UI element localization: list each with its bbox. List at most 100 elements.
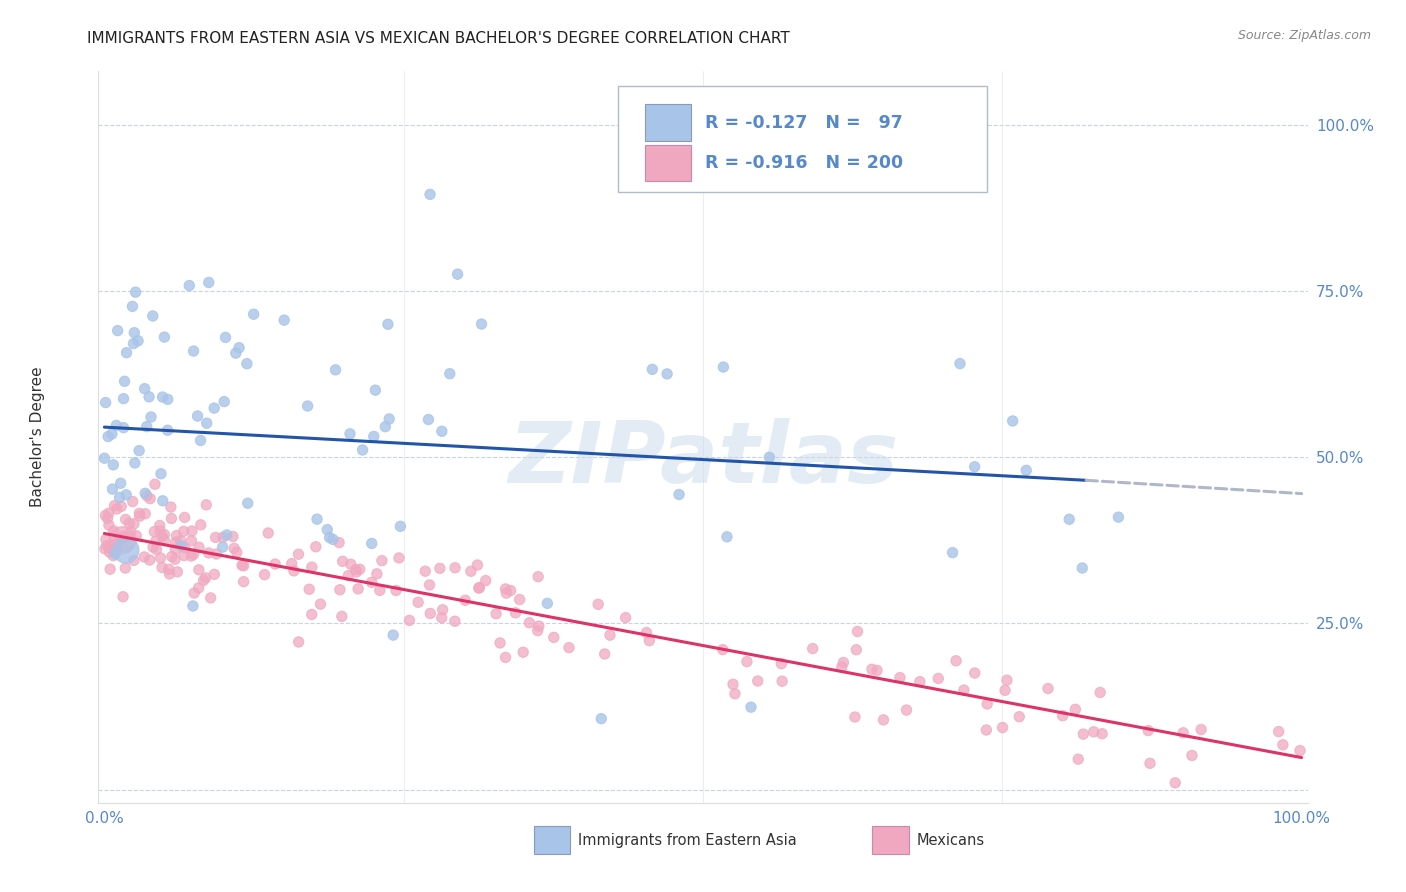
Point — [976, 697, 998, 711]
Point — [301, 607, 323, 622]
Point — [963, 459, 986, 474]
Point — [108, 491, 131, 505]
Point — [991, 721, 1014, 735]
Point — [318, 531, 340, 545]
Point — [347, 582, 370, 596]
Point — [1107, 510, 1129, 524]
FancyBboxPatch shape — [645, 145, 690, 181]
Point — [1181, 748, 1204, 763]
Point — [94, 508, 117, 523]
Point — [111, 532, 134, 546]
Point — [110, 476, 132, 491]
Point — [429, 561, 451, 575]
Point — [181, 599, 204, 613]
Point — [995, 673, 1018, 688]
Point — [112, 420, 135, 434]
Point — [446, 267, 468, 281]
Point — [94, 541, 117, 556]
Point — [378, 412, 401, 426]
Point — [444, 561, 467, 575]
Point — [173, 510, 195, 524]
Point — [180, 524, 202, 538]
Point — [124, 456, 146, 470]
Point — [143, 477, 166, 491]
Point — [945, 654, 967, 668]
Point — [352, 442, 374, 457]
Point — [468, 581, 491, 595]
Point — [1267, 724, 1289, 739]
Point — [339, 558, 361, 572]
Point — [187, 563, 209, 577]
Point — [135, 489, 157, 503]
Point — [111, 533, 134, 548]
Point — [1064, 702, 1087, 716]
Point — [1271, 738, 1294, 752]
Point — [747, 673, 769, 688]
Point — [591, 712, 613, 726]
Point — [994, 683, 1017, 698]
Point — [205, 547, 228, 561]
Point — [509, 592, 531, 607]
Point — [225, 346, 247, 360]
Point — [94, 395, 117, 409]
Point — [122, 516, 145, 531]
Point — [169, 533, 191, 548]
Point — [152, 390, 174, 404]
Point — [543, 631, 565, 645]
Point — [114, 512, 136, 526]
Point — [159, 566, 181, 581]
Point — [103, 549, 125, 563]
Point — [97, 506, 120, 520]
Point — [371, 554, 394, 568]
Point — [846, 624, 869, 639]
Point — [301, 560, 323, 574]
Point — [149, 524, 172, 538]
Point — [866, 664, 889, 678]
Point — [1052, 708, 1074, 723]
Point — [430, 424, 453, 438]
Point — [188, 540, 211, 554]
Point — [382, 628, 405, 642]
Point — [388, 551, 411, 566]
Point — [127, 334, 149, 348]
Point — [103, 539, 125, 553]
Point — [636, 625, 658, 640]
Point — [418, 412, 440, 426]
Point — [801, 641, 824, 656]
Text: Source: ZipAtlas.com: Source: ZipAtlas.com — [1237, 29, 1371, 42]
Point — [157, 562, 180, 576]
Point — [180, 533, 202, 548]
Point — [228, 341, 250, 355]
Point — [173, 524, 195, 539]
Point — [166, 565, 188, 579]
Point — [103, 499, 125, 513]
Point — [236, 357, 259, 371]
Point — [1057, 512, 1080, 526]
Point — [309, 597, 332, 611]
Point — [115, 488, 138, 502]
Point — [145, 534, 167, 549]
Point — [96, 511, 118, 525]
FancyBboxPatch shape — [645, 104, 690, 141]
Point — [1071, 561, 1094, 575]
Point — [599, 628, 621, 642]
Point — [202, 567, 225, 582]
Point — [360, 575, 382, 590]
Point — [153, 527, 176, 541]
Point — [97, 518, 120, 533]
Point — [253, 567, 276, 582]
Point — [740, 700, 762, 714]
Point — [200, 591, 222, 605]
Point — [406, 595, 429, 609]
Point — [142, 540, 165, 554]
Point — [190, 517, 212, 532]
Point — [1164, 776, 1187, 790]
FancyBboxPatch shape — [872, 826, 908, 854]
Point — [197, 276, 219, 290]
Point — [470, 317, 492, 331]
Point — [103, 458, 125, 472]
Point — [374, 419, 396, 434]
Point — [832, 656, 855, 670]
Point — [134, 486, 156, 500]
Point — [121, 494, 143, 508]
